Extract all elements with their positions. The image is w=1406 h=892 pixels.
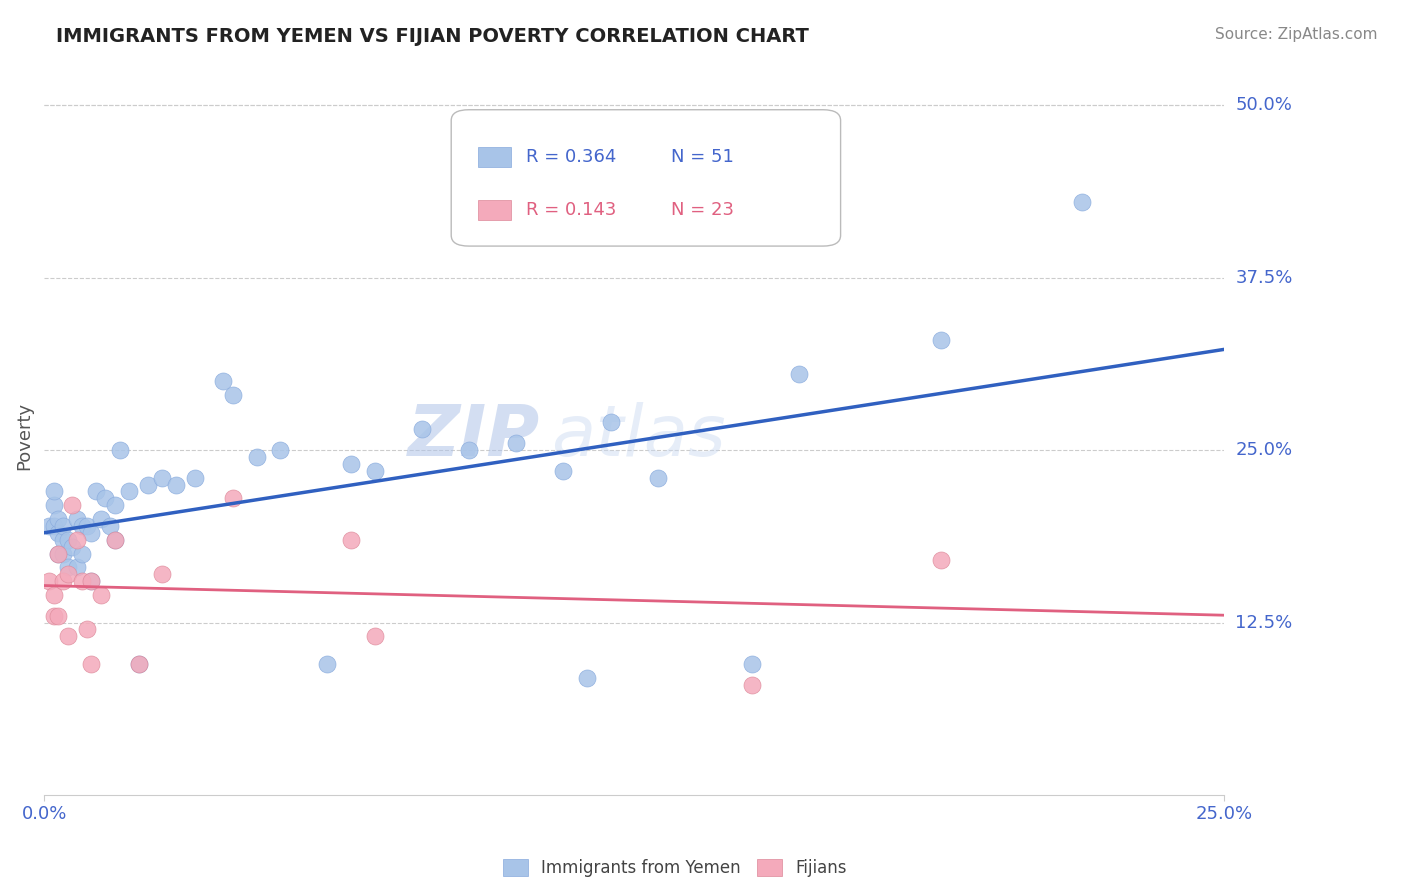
Point	[575, 671, 598, 685]
Point	[150, 470, 173, 484]
Point	[80, 657, 103, 671]
Point	[128, 657, 150, 671]
Text: N = 23: N = 23	[671, 201, 734, 219]
Point	[38, 574, 60, 589]
Bar	[478, 147, 512, 168]
Point	[42, 484, 65, 499]
Point	[108, 443, 131, 458]
Point	[340, 457, 363, 471]
Point	[66, 533, 89, 547]
Legend: Immigrants from Yemen, Fijians: Immigrants from Yemen, Fijians	[496, 852, 853, 884]
Point	[1071, 194, 1094, 209]
Text: R = 0.143: R = 0.143	[526, 201, 616, 219]
Point	[150, 567, 173, 582]
Point	[42, 498, 65, 512]
Point	[56, 560, 79, 574]
Point	[458, 443, 481, 458]
Point	[553, 464, 575, 478]
Point	[90, 588, 112, 602]
Point	[245, 450, 267, 464]
Text: 50.0%: 50.0%	[1236, 96, 1292, 114]
Point	[70, 519, 93, 533]
Point	[599, 416, 621, 430]
Text: 37.5%: 37.5%	[1236, 268, 1292, 286]
Point	[104, 533, 127, 547]
Point	[56, 629, 79, 643]
Point	[84, 484, 107, 499]
Point	[90, 512, 112, 526]
Point	[787, 367, 810, 381]
Point	[505, 436, 527, 450]
Point	[165, 477, 187, 491]
Point	[76, 519, 98, 533]
Point	[741, 657, 763, 671]
Point	[98, 519, 121, 533]
Point	[104, 533, 127, 547]
Bar	[478, 200, 512, 220]
Text: R = 0.364: R = 0.364	[526, 148, 616, 166]
Text: IMMIGRANTS FROM YEMEN VS FIJIAN POVERTY CORRELATION CHART: IMMIGRANTS FROM YEMEN VS FIJIAN POVERTY …	[56, 27, 808, 45]
Point	[316, 657, 339, 671]
Point	[269, 443, 291, 458]
Text: ZIP: ZIP	[408, 401, 540, 471]
FancyBboxPatch shape	[451, 110, 841, 246]
Point	[363, 629, 385, 643]
Point	[80, 525, 103, 540]
Point	[136, 477, 159, 491]
Point	[52, 574, 75, 589]
Text: 25.0%: 25.0%	[1236, 441, 1292, 459]
Point	[929, 553, 952, 567]
Point	[42, 519, 65, 533]
Text: Source: ZipAtlas.com: Source: ZipAtlas.com	[1215, 27, 1378, 42]
Point	[46, 512, 69, 526]
Point	[80, 574, 103, 589]
Point	[647, 470, 669, 484]
Point	[76, 623, 98, 637]
Point	[929, 333, 952, 347]
Point	[94, 491, 117, 506]
Point	[46, 547, 69, 561]
Point	[52, 519, 75, 533]
Point	[118, 484, 141, 499]
Point	[38, 519, 60, 533]
Point	[46, 547, 69, 561]
Point	[340, 533, 363, 547]
Point	[56, 533, 79, 547]
Point	[46, 608, 69, 623]
Point	[42, 588, 65, 602]
Point	[222, 388, 245, 402]
Point	[52, 547, 75, 561]
Point	[66, 560, 89, 574]
Point	[222, 491, 245, 506]
Y-axis label: Poverty: Poverty	[15, 402, 32, 470]
Point	[66, 512, 89, 526]
Point	[184, 470, 207, 484]
Point	[62, 540, 84, 554]
Point	[128, 657, 150, 671]
Point	[411, 422, 433, 436]
Point	[52, 533, 75, 547]
Point	[741, 678, 763, 692]
Point	[70, 574, 93, 589]
Point	[80, 574, 103, 589]
Point	[62, 498, 84, 512]
Point	[42, 608, 65, 623]
Text: atlas: atlas	[551, 401, 725, 471]
Point	[104, 498, 127, 512]
Point	[56, 567, 79, 582]
Point	[363, 464, 385, 478]
Point	[212, 374, 235, 388]
Point	[70, 547, 93, 561]
Text: 12.5%: 12.5%	[1236, 614, 1292, 632]
Text: N = 51: N = 51	[671, 148, 734, 166]
Point	[46, 525, 69, 540]
